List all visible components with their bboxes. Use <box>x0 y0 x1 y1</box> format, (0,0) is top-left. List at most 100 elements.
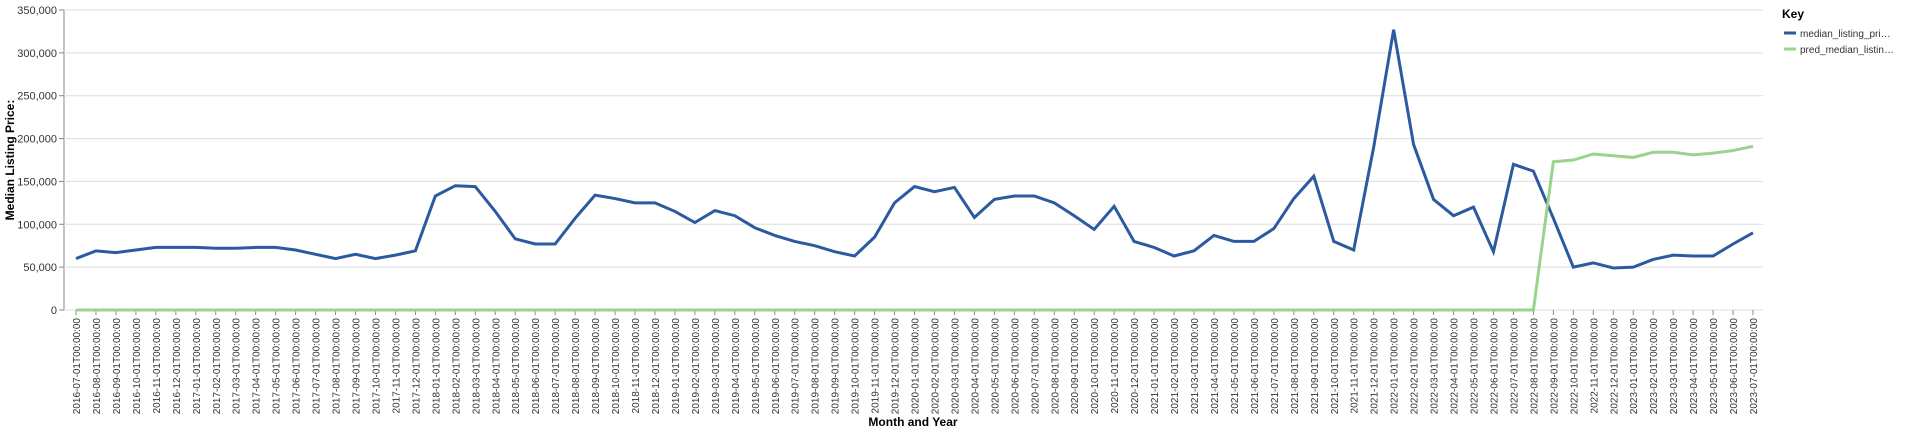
x-tick-label: 2021-01-01T00:00:00 <box>1150 318 1161 415</box>
x-tick-label: 2017-08-01T00:00:00 <box>332 318 343 415</box>
x-tick-label: 2021-11-01T00:00:00 <box>1350 318 1361 414</box>
x-tick-label: 2020-06-01T00:00:00 <box>1010 318 1021 415</box>
x-tick-label: 2017-02-01T00:00:00 <box>212 318 223 415</box>
series-line <box>76 144 1754 312</box>
x-tick-label: 2017-05-01T00:00:00 <box>272 318 283 415</box>
y-tick-label: 150,000 <box>17 176 57 188</box>
x-tick-label: 2023-07-01T00:00:00 <box>1749 318 1760 415</box>
x-tick-label: 2017-06-01T00:00:00 <box>292 318 303 415</box>
y-tick-label: 100,000 <box>17 219 57 231</box>
x-tick-label: 2016-12-01T00:00:00 <box>172 318 183 415</box>
x-tick-label: 2017-07-01T00:00:00 <box>312 318 323 415</box>
x-tick-label: 2017-10-01T00:00:00 <box>371 318 382 415</box>
x-tick-label: 2022-07-01T00:00:00 <box>1509 318 1520 415</box>
x-tick-label: 2018-07-01T00:00:00 <box>551 318 562 415</box>
x-tick-label: 2018-12-01T00:00:00 <box>651 318 662 415</box>
x-tick-label: 2021-05-01T00:00:00 <box>1230 318 1241 415</box>
x-tick-label: 2016-08-01T00:00:00 <box>92 318 103 415</box>
x-tick-label: 2020-07-01T00:00:00 <box>1030 318 1041 415</box>
x-tick-label: 2018-02-01T00:00:00 <box>451 318 462 415</box>
x-tick-label: 2021-08-01T00:00:00 <box>1290 318 1301 415</box>
x-tick-label: 2018-08-01T00:00:00 <box>571 318 582 415</box>
x-tick-label: 2022-09-01T00:00:00 <box>1549 318 1560 415</box>
x-tick-label: 2021-09-01T00:00:00 <box>1310 318 1321 415</box>
x-tick-label: 2023-03-01T00:00:00 <box>1669 318 1680 415</box>
x-tick-label: 2016-11-01T00:00:00 <box>152 318 163 414</box>
x-tick-label: 2019-01-01T00:00:00 <box>671 318 682 415</box>
x-tick-label: 2020-02-01T00:00:00 <box>930 318 941 415</box>
series-line <box>75 29 1754 270</box>
x-tick-label: 2018-01-01T00:00:00 <box>431 318 442 415</box>
legend-title: Key <box>1782 7 1804 21</box>
legend-label: pred_median_listin… <box>1800 45 1894 56</box>
x-tick-label: 2023-06-01T00:00:00 <box>1729 318 1740 415</box>
x-tick-label: 2023-04-01T00:00:00 <box>1689 318 1700 415</box>
y-tick-label: 200,000 <box>17 134 57 146</box>
y-tick-label: 50,000 <box>23 262 57 274</box>
x-tick-label: 2017-03-01T00:00:00 <box>232 318 243 415</box>
x-tick-label: 2023-01-01T00:00:00 <box>1629 318 1640 415</box>
x-tick-label: 2020-04-01T00:00:00 <box>970 318 981 415</box>
x-tick-label: 2023-05-01T00:00:00 <box>1709 318 1720 415</box>
x-tick-label: 2018-06-01T00:00:00 <box>531 318 542 415</box>
x-tick-label: 2017-01-01T00:00:00 <box>192 318 203 415</box>
x-tick-label: 2021-02-01T00:00:00 <box>1170 318 1181 415</box>
y-tick-label: 300,000 <box>17 48 57 60</box>
x-tick-label: 2019-03-01T00:00:00 <box>711 318 722 415</box>
x-tick-label: 2022-10-01T00:00:00 <box>1569 318 1580 415</box>
x-tick-label: 2017-09-01T00:00:00 <box>352 318 363 415</box>
x-tick-label: 2016-07-01T00:00:00 <box>72 318 83 415</box>
x-tick-label: 2019-10-01T00:00:00 <box>851 318 862 415</box>
x-axis-title: Month and Year <box>868 415 957 429</box>
y-tick-label: 0 <box>51 305 57 317</box>
x-tick-label: 2018-04-01T00:00:00 <box>491 318 502 415</box>
x-tick-label: 2020-12-01T00:00:00 <box>1130 318 1141 415</box>
x-tick-label: 2020-03-01T00:00:00 <box>950 318 961 415</box>
x-tick-label: 2019-07-01T00:00:00 <box>791 318 802 415</box>
x-tick-label: 2019-06-01T00:00:00 <box>771 318 782 415</box>
x-tick-label: 2019-09-01T00:00:00 <box>831 318 842 415</box>
x-tick-label: 2021-06-01T00:00:00 <box>1250 318 1261 415</box>
x-tick-label: 2016-10-01T00:00:00 <box>132 318 143 415</box>
x-tick-label: 2017-12-01T00:00:00 <box>411 318 422 415</box>
x-tick-label: 2022-12-01T00:00:00 <box>1609 318 1620 415</box>
x-tick-label: 2019-02-01T00:00:00 <box>691 318 702 415</box>
x-tick-label: 2022-06-01T00:00:00 <box>1489 318 1500 415</box>
x-tick-label: 2017-11-01T00:00:00 <box>391 318 402 414</box>
x-tick-label: 2016-09-01T00:00:00 <box>112 318 123 415</box>
y-tick-label: 250,000 <box>17 91 57 103</box>
x-tick-label: 2021-12-01T00:00:00 <box>1370 318 1381 415</box>
y-tick-label: 350,000 <box>17 5 57 17</box>
x-tick-label: 2020-08-01T00:00:00 <box>1050 318 1061 415</box>
x-tick-label: 2022-02-01T00:00:00 <box>1410 318 1421 415</box>
x-tick-label: 2021-10-01T00:00:00 <box>1330 318 1341 415</box>
x-tick-label: 2020-05-01T00:00:00 <box>990 318 1001 415</box>
x-tick-label: 2021-04-01T00:00:00 <box>1210 318 1221 415</box>
x-tick-label: 2022-01-01T00:00:00 <box>1390 318 1401 415</box>
x-tick-label: 2018-09-01T00:00:00 <box>591 318 602 415</box>
y-axis-title: Median Listing Price: <box>3 100 17 221</box>
x-tick-label: 2017-04-01T00:00:00 <box>252 318 263 415</box>
x-tick-label: 2021-07-01T00:00:00 <box>1270 318 1281 415</box>
legend-label: median_listing_pri… <box>1800 29 1891 40</box>
x-tick-label: 2021-03-01T00:00:00 <box>1190 318 1201 415</box>
x-tick-label: 2022-04-01T00:00:00 <box>1450 318 1461 415</box>
x-tick-label: 2018-05-01T00:00:00 <box>511 318 522 415</box>
x-tick-label: 2019-11-01T00:00:00 <box>871 318 882 414</box>
x-tick-label: 2019-05-01T00:00:00 <box>751 318 762 415</box>
x-tick-label: 2018-10-01T00:00:00 <box>611 318 622 415</box>
x-tick-label: 2019-08-01T00:00:00 <box>811 318 822 415</box>
x-tick-label: 2018-11-01T00:00:00 <box>631 318 642 414</box>
x-tick-label: 2022-11-01T00:00:00 <box>1589 318 1600 414</box>
x-tick-label: 2022-05-01T00:00:00 <box>1470 318 1481 415</box>
x-tick-label: 2019-12-01T00:00:00 <box>891 318 902 415</box>
x-tick-label: 2023-02-01T00:00:00 <box>1649 318 1660 415</box>
x-tick-label: 2019-04-01T00:00:00 <box>731 318 742 415</box>
x-tick-label: 2022-08-01T00:00:00 <box>1529 318 1540 415</box>
x-tick-label: 2018-03-01T00:00:00 <box>471 318 482 415</box>
x-tick-label: 2020-01-01T00:00:00 <box>911 318 922 415</box>
x-tick-label: 2020-10-01T00:00:00 <box>1090 318 1101 415</box>
x-tick-label: 2020-11-01T00:00:00 <box>1110 318 1121 414</box>
x-tick-label: 2022-03-01T00:00:00 <box>1430 318 1441 415</box>
